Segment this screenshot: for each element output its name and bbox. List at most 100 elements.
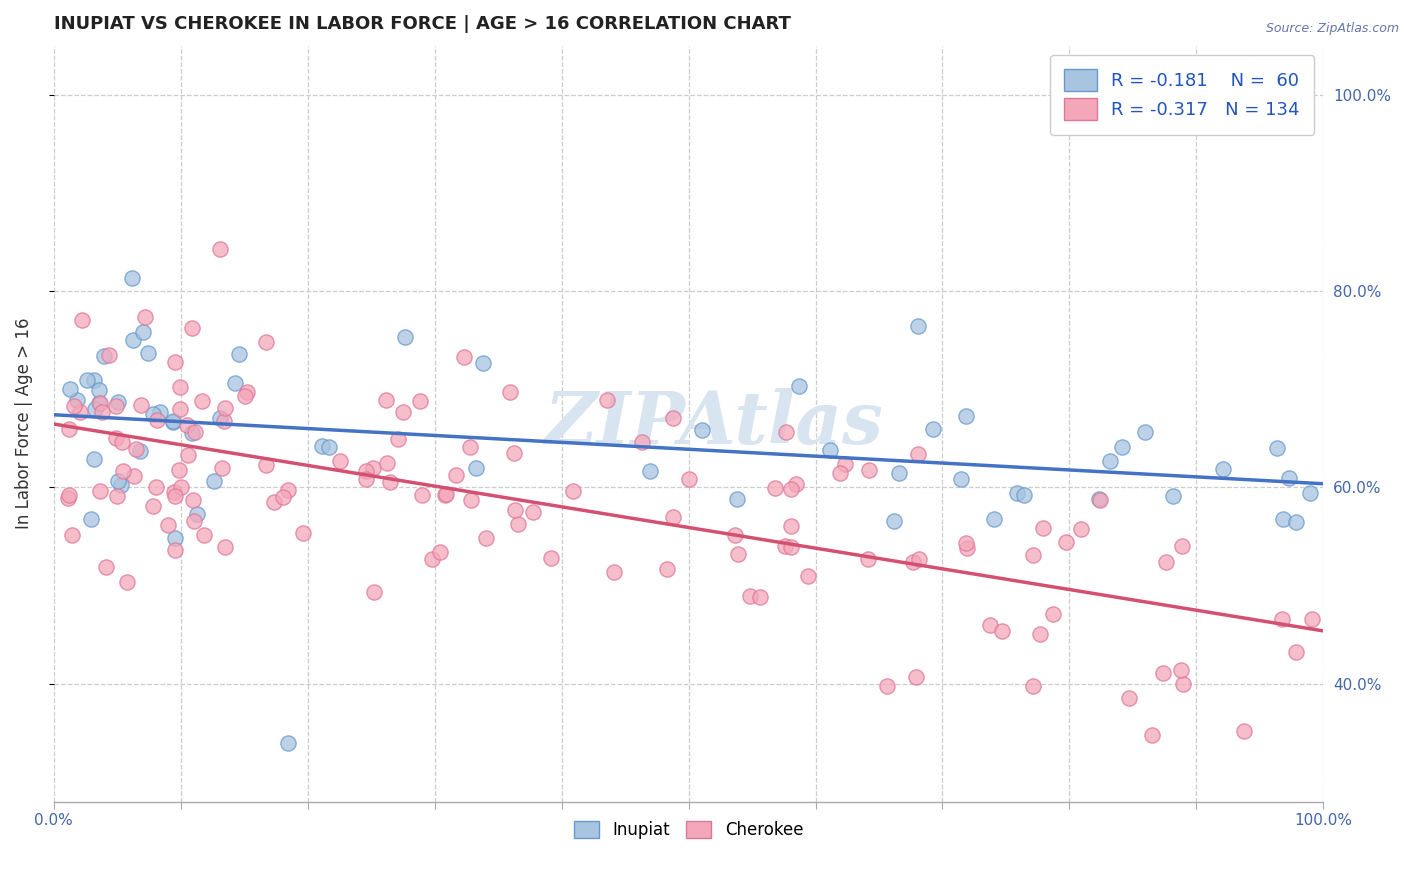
Point [169,463,191,477]
Point [162,414,184,428]
Point [394,330,416,344]
Point [121,271,143,285]
Point [89,396,111,410]
Point [122,333,145,347]
Point [149,405,172,419]
Point [662,411,685,425]
Point [181,425,204,440]
Point [1277,471,1299,485]
Point [1012,488,1035,502]
Point [562,483,585,498]
Point [409,393,432,408]
Point [165,531,187,545]
Point [887,466,910,480]
Point [104,399,127,413]
Point [277,483,299,497]
Point [678,472,700,486]
Point [922,422,945,436]
Point [83,401,105,416]
Point [955,409,977,424]
Point [111,434,134,449]
Point [1029,627,1052,641]
Point [96,560,118,574]
Point [107,475,129,489]
Point [1232,723,1254,738]
Point [429,544,451,558]
Point [176,418,198,433]
Point [1021,679,1043,693]
Point [540,550,562,565]
Point [1070,522,1092,536]
Point [748,590,770,604]
Point [603,565,626,579]
Point [1154,555,1177,569]
Y-axis label: In Labor Force | Age > 16: In Labor Force | Age > 16 [15,318,32,529]
Point [725,492,748,507]
Point [596,392,619,407]
Point [125,442,148,457]
Point [208,243,231,257]
Point [184,425,207,439]
Point [214,540,236,554]
Point [378,475,401,490]
Point [58,488,80,502]
Point [363,584,385,599]
Point [186,507,208,521]
Point [472,356,495,370]
Point [830,466,852,480]
Legend: Inupiat, Cherokee: Inupiat, Cherokee [567,814,810,847]
Point [375,393,398,408]
Point [83,451,105,466]
Point [170,480,193,494]
Point [107,395,129,409]
Point [1170,663,1192,677]
Point [1140,727,1163,741]
Point [505,503,527,517]
Point [1042,607,1064,622]
Point [60,528,83,542]
Point [1007,486,1029,500]
Point [901,556,924,570]
Point [1152,666,1174,681]
Point [1133,425,1156,439]
Point [465,461,488,475]
Point [991,624,1014,638]
Point [105,489,128,503]
Point [142,499,165,513]
Point [69,405,91,419]
Point [1299,486,1322,500]
Point [191,394,214,409]
Point [375,456,398,470]
Point [115,574,138,589]
Point [738,589,761,603]
Point [89,484,111,499]
Point [387,432,409,446]
Point [662,510,685,524]
Point [254,334,277,349]
Point [444,468,467,483]
Point [193,528,215,542]
Point [955,536,977,550]
Point [163,355,186,369]
Point [979,618,1001,632]
Point [146,412,169,426]
Point [499,385,522,400]
Point [163,485,186,500]
Point [775,539,797,553]
Point [183,514,205,528]
Point [1171,539,1194,553]
Point [134,310,156,324]
Point [211,461,233,475]
Point [204,474,226,488]
Point [1271,612,1294,626]
Point [876,679,898,693]
Point [129,398,152,412]
Point [87,396,110,410]
Point [214,401,236,415]
Point [169,402,191,417]
Point [1285,516,1308,530]
Point [983,512,1005,526]
Point [165,543,187,558]
Point [907,447,929,461]
Point [104,431,127,445]
